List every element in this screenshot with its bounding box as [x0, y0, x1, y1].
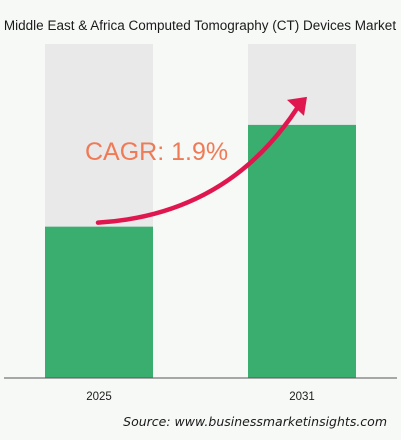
x-tick-2031: 2031	[289, 391, 315, 403]
cagr-annotation: CAGR: 1.9%	[85, 138, 228, 166]
source-note: Source: www.businessmarketinsights.com	[123, 414, 387, 429]
growth-arrow	[95, 96, 307, 225]
arrow-head	[287, 96, 307, 116]
arrow-shaft	[95, 104, 301, 225]
bars-layer	[45, 44, 356, 378]
x-axis-ticks: 2025 2031	[86, 391, 315, 403]
bar-2031	[248, 124, 356, 378]
chart-title: Middle East & Africa Computed Tomography…	[4, 18, 396, 33]
x-tick-2025: 2025	[86, 391, 112, 403]
bar-2025	[45, 226, 153, 378]
